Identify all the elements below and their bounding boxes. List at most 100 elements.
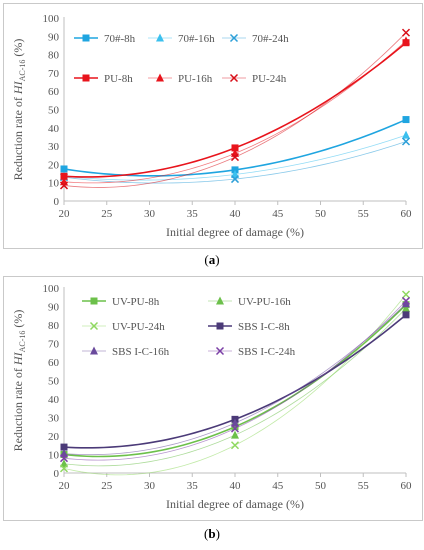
y-tick-label: 60 — [48, 357, 60, 369]
legend-item: UV-PU-24h — [82, 321, 165, 333]
x-tick-label: 40 — [230, 480, 242, 492]
legend-label: UV-PU-16h — [238, 296, 291, 308]
data-point — [401, 28, 411, 37]
x-axis-label: Initial degree of damage (%) — [166, 225, 304, 239]
y-tick-label: 30 — [48, 141, 60, 153]
y-axis-label-var: HI — [11, 351, 25, 366]
y-tick-label: 90 — [48, 302, 60, 314]
y-tick-label: 70 — [48, 68, 60, 80]
x-tick-label: 20 — [59, 208, 71, 220]
legend-label: UV-PU-8h — [112, 296, 160, 308]
y-tick-label: 0 — [54, 468, 60, 480]
caption-a: (a) — [0, 252, 424, 268]
legend-item: PU-8h — [74, 73, 133, 85]
trend-line-pu-16h — [63, 40, 407, 184]
x-tick-label: 50 — [315, 480, 327, 492]
caption-b: (b) — [0, 526, 424, 542]
legend-item: 70#-16h — [148, 33, 215, 45]
x-tick-label: 25 — [101, 480, 113, 492]
x-tick-label: 35 — [187, 208, 199, 220]
data-point — [402, 116, 410, 124]
legend-swatch-marker — [82, 34, 90, 42]
data-point — [59, 181, 69, 190]
caption-b-open: ( — [204, 526, 209, 541]
y-tick-label: 90 — [48, 31, 60, 43]
y-axis-label-var: HI — [11, 80, 25, 95]
caption-a-letter: a — [208, 252, 216, 267]
data-point — [402, 303, 410, 312]
legend-swatch-marker — [90, 297, 98, 305]
y-tick-label: 80 — [48, 320, 60, 332]
y-axis-label-sub: AC-16 — [18, 60, 27, 82]
y-tick-label: 20 — [48, 159, 60, 171]
legend-label: 70#-24h — [252, 33, 289, 45]
x-tick-label: 55 — [358, 480, 370, 492]
x-tick-label: 50 — [315, 208, 327, 220]
legend-item: PU-16h — [148, 73, 213, 85]
trend-line-pu-24h — [63, 32, 407, 188]
x-axis-label: Initial degree of damage (%) — [166, 497, 304, 511]
data-point — [60, 172, 68, 180]
legend-swatch-marker — [156, 33, 164, 42]
legend-swatch-marker — [229, 33, 239, 43]
legend-item: 70#-24h — [222, 33, 289, 45]
y-tick-label: 10 — [48, 178, 60, 190]
legend-label: PU-16h — [178, 73, 213, 85]
y-tick-label: 70 — [48, 339, 60, 351]
y-tick-label: 10 — [48, 450, 60, 462]
legend-label: 70#-8h — [104, 33, 136, 45]
y-tick-label: 20 — [48, 431, 60, 443]
data-point — [59, 464, 69, 473]
y-tick-label: 40 — [48, 394, 60, 406]
x-tick-label: 45 — [272, 480, 284, 492]
x-tick-label: 30 — [144, 208, 156, 220]
y-axis-label-suffix: (%) — [11, 39, 25, 60]
y-tick-label: 40 — [48, 123, 60, 135]
legend-item: SBS I-C-8h — [208, 321, 290, 333]
y-axis-label-suffix: (%) — [11, 310, 25, 331]
y-tick-label: 0 — [54, 196, 60, 208]
legend-label: UV-PU-24h — [112, 321, 165, 333]
caption-b-letter: b — [208, 526, 216, 541]
y-tick-label: 30 — [48, 413, 60, 425]
data-point — [402, 311, 410, 319]
caption-a-close: ) — [215, 252, 220, 267]
data-point — [231, 169, 239, 178]
data-point — [230, 175, 240, 184]
data-point — [230, 424, 240, 433]
y-axis-label: Reduction rate of HIAC-16 (%) — [11, 39, 27, 181]
data-point — [402, 36, 410, 45]
x-tick-label: 20 — [59, 480, 71, 492]
legend-label: SBS I-C-24h — [238, 346, 296, 358]
data-point — [231, 418, 239, 427]
data-point — [60, 165, 68, 173]
data-point — [60, 459, 68, 468]
data-point — [231, 423, 239, 431]
y-tick-label: 100 — [43, 283, 60, 295]
data-point — [60, 443, 68, 451]
legend-item: UV-PU-16h — [208, 296, 291, 308]
y-tick-label: 60 — [48, 86, 60, 98]
x-tick-label: 35 — [187, 480, 199, 492]
legend-item: UV-PU-8h — [82, 296, 160, 308]
y-axis-label-sub: AC-16 — [18, 331, 27, 353]
data-point — [231, 144, 239, 152]
x-tick-label: 60 — [401, 208, 413, 220]
legend-swatch-marker — [89, 321, 99, 331]
legend-item: 70#-8h — [74, 33, 136, 45]
legend-label: SBS I-C-8h — [238, 321, 290, 333]
data-point — [60, 449, 68, 458]
legend-swatch-marker — [82, 74, 90, 82]
data-point — [401, 290, 411, 299]
legend-swatch-marker — [216, 322, 224, 330]
data-point — [230, 441, 240, 450]
data-point — [59, 454, 69, 463]
y-tick-label: 50 — [48, 376, 60, 388]
data-point — [230, 153, 240, 162]
caption-a-open: ( — [204, 252, 209, 267]
legend-label: 70#-16h — [178, 33, 215, 45]
y-axis-label-prefix: Reduction rate of — [11, 365, 25, 451]
y-axis-label: Reduction rate of HIAC-16 (%) — [11, 310, 27, 452]
chart-a-svg: 0 10 20 30 40 50 60 70 80 90 100 20 25 30 35 40 45 50 55 60… — [11, 13, 413, 239]
